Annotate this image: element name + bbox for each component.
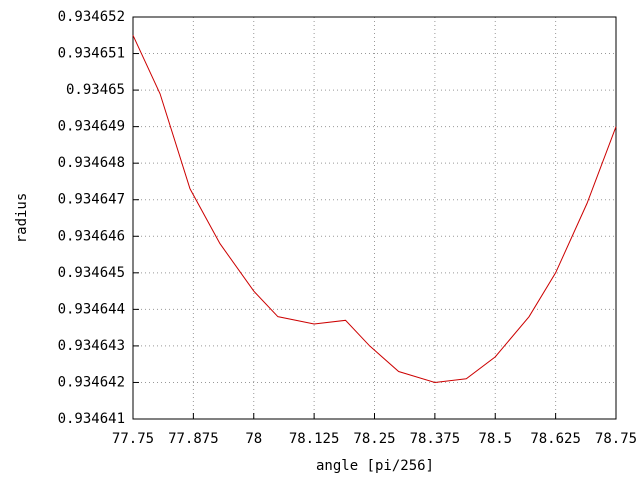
y-tick-label: 0.934641 [58,411,125,427]
x-tick-label: 78.75 [595,431,637,447]
y-tick-label: 0.934644 [58,301,125,317]
y-tick-label: 0.934642 [58,374,125,390]
y-tick-label: 0.934647 [58,192,125,208]
x-tick-label: 78.25 [353,431,395,447]
y-tick-label: 0.934643 [58,338,125,354]
x-tick-label: 78.375 [410,431,461,447]
y-tick-label: 0.934652 [58,9,125,25]
x-tick-label: 78.125 [289,431,340,447]
x-tick-label: 77.875 [168,431,219,447]
y-tick-label: 0.934646 [58,228,125,244]
y-tick-label: 0.93465 [66,82,125,98]
y-tick-label: 0.934651 [58,46,125,62]
data-line [132,35,617,383]
y-tick-label: 0.934645 [58,265,125,281]
x-tick-label: 78.5 [478,431,512,447]
x-axis-label: angle [pi/256] [316,458,434,474]
y-tick-label: 0.934649 [58,119,125,135]
y-tick-label: 0.934648 [58,155,125,171]
x-tick-label: 78 [245,431,262,447]
plot-frame [132,16,617,420]
x-tick-label: 78.625 [530,431,581,447]
y-axis-label: radius [14,193,30,244]
x-tick-label: 77.75 [112,431,154,447]
